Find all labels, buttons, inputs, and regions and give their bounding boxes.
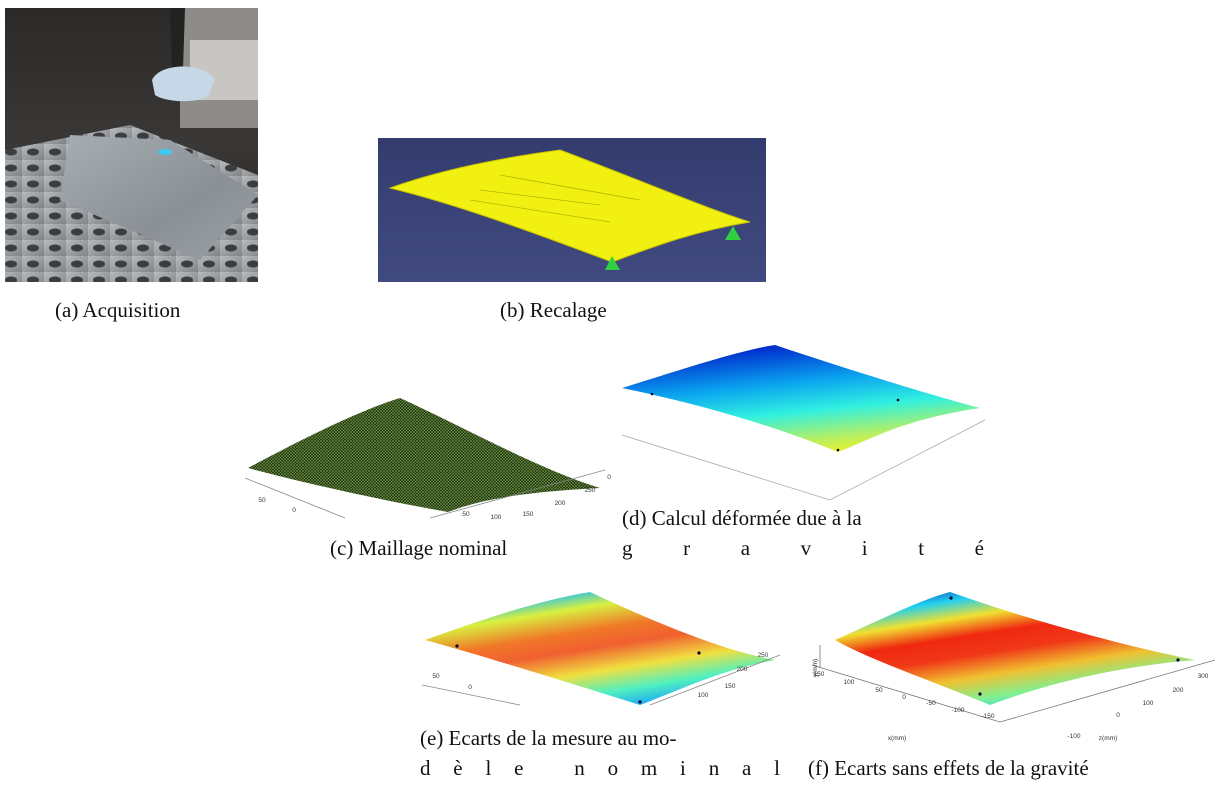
image-mesh: [244, 398, 606, 519]
caption: (e) Ecarts de la mesure au mo-: [420, 726, 677, 750]
axis-tick-label: 50: [875, 687, 883, 694]
axis-tick-label: 100: [698, 692, 709, 699]
caption: (a) Acquisition: [55, 298, 181, 322]
axis-tick-label: y(mm): [812, 659, 819, 677]
axis-tick-label: 100: [1143, 700, 1154, 707]
image-deviation: [421, 592, 781, 706]
axis-tick-label: -150: [981, 713, 994, 720]
axis-tick-label: 300: [1198, 673, 1209, 680]
image-gravity: [621, 345, 986, 501]
axis-tick-label: 200: [1173, 687, 1184, 694]
axis-tick-label: 50: [258, 497, 266, 504]
axis-tick-label: 150: [725, 683, 736, 690]
caption: (f) Ecarts sans effets de la gravité: [808, 756, 1089, 780]
caption: gravité: [622, 536, 984, 560]
image-acquisition: [5, 8, 258, 282]
axis-tick-label: 150: [523, 511, 534, 518]
axis-tick-label: 100: [491, 514, 502, 521]
axis-tick-label: 0: [607, 474, 611, 481]
axis-tick-label: 100: [844, 679, 855, 686]
axis-tick-label: 200: [555, 500, 566, 507]
axis-tick-label: 250: [758, 652, 769, 659]
axis-tick-label: -50: [926, 700, 936, 707]
axis-tick-label: 0: [902, 694, 906, 701]
axis-tick-label: -100: [1067, 733, 1080, 740]
axis-tick-label: 0: [1116, 712, 1120, 719]
axis-tick-label: 0: [468, 684, 472, 691]
axis-tick-label: x(mm): [888, 735, 906, 742]
image-deviation-no-gravity: [811, 592, 1216, 723]
caption: dèle nominal: [420, 756, 780, 780]
caption: (b) Recalage: [500, 298, 607, 322]
axis-tick-label: 250: [585, 487, 596, 494]
axis-tick-label: 0: [292, 507, 296, 514]
axis-tick-label: 50: [432, 673, 440, 680]
caption: (c) Maillage nominal: [330, 536, 507, 560]
image-recalage: [378, 138, 766, 282]
caption: (d) Calcul déformée due à la: [622, 506, 862, 530]
axis-tick-label: z(mm): [1099, 735, 1117, 742]
axis-tick-label: 150: [814, 671, 825, 678]
axis-tick-label: 50: [462, 511, 470, 518]
axis-tick-label: 200: [737, 666, 748, 673]
axis-tick-label: -100: [951, 707, 964, 714]
